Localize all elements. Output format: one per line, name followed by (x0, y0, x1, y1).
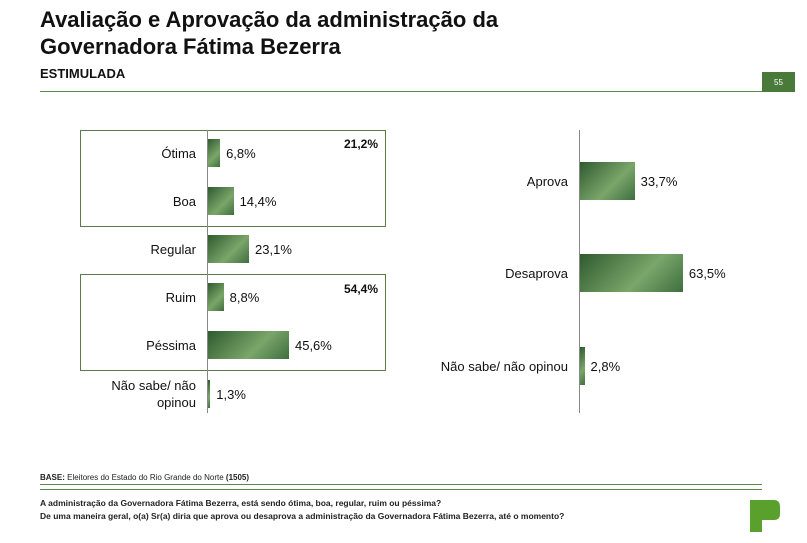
category-label: Regular (150, 241, 196, 257)
title: Avaliação e Aprovação da administração d… (40, 7, 499, 59)
axis-line (579, 130, 580, 413)
group-box (80, 274, 386, 371)
question: A administração da Governadora Fátima Be… (40, 498, 442, 508)
value-label: 1,3% (216, 386, 246, 402)
page-number: 55 (762, 72, 795, 92)
logo (750, 500, 780, 532)
base-note: BASE: Eleitores do Estado do Rio Grande … (40, 473, 249, 482)
value-label: 14,4% (239, 193, 277, 209)
value-label: 33,7% (640, 173, 678, 189)
value-label: 2,8% (590, 358, 621, 374)
bar (580, 162, 635, 200)
category-label: Não sabe/ não opinou (111, 378, 196, 410)
base-n: (1505) (225, 473, 250, 482)
value-label: 23,1% (255, 241, 292, 257)
value-label: 63,5% (688, 265, 726, 281)
bar (208, 235, 250, 263)
axis-line (207, 130, 208, 413)
category-label: Não sabe/ não opinou (440, 358, 568, 374)
bar (580, 254, 683, 292)
group-total: 54,4% (343, 282, 378, 296)
subtitle: ESTIMULADA (40, 66, 126, 81)
bar (208, 331, 289, 359)
divider (40, 91, 762, 92)
value-label: 8,8% (229, 289, 260, 305)
bar (208, 187, 234, 215)
base-label: BASE: (40, 473, 65, 482)
value-label: 45,6% (294, 337, 332, 353)
value-label: 6,8% (226, 145, 256, 161)
bar (580, 347, 585, 385)
category-label: Desaprova (505, 265, 568, 281)
category-label: Ótima (161, 145, 196, 161)
divider (40, 489, 762, 490)
bar (208, 139, 221, 167)
question: De uma maneira geral, o(a) Sr(a) diria q… (40, 511, 565, 521)
bar (208, 380, 211, 408)
group-total: 21,2% (343, 137, 378, 151)
category-label: Aprova (526, 173, 568, 189)
category-label: Péssima (146, 337, 196, 353)
category-label: Boa (172, 193, 196, 209)
group-box (80, 130, 386, 227)
base-text: Eleitores do Estado do Rio Grande do Nor… (67, 473, 224, 482)
divider (40, 484, 762, 485)
category-label: Ruim (165, 289, 196, 305)
bar (208, 283, 224, 311)
